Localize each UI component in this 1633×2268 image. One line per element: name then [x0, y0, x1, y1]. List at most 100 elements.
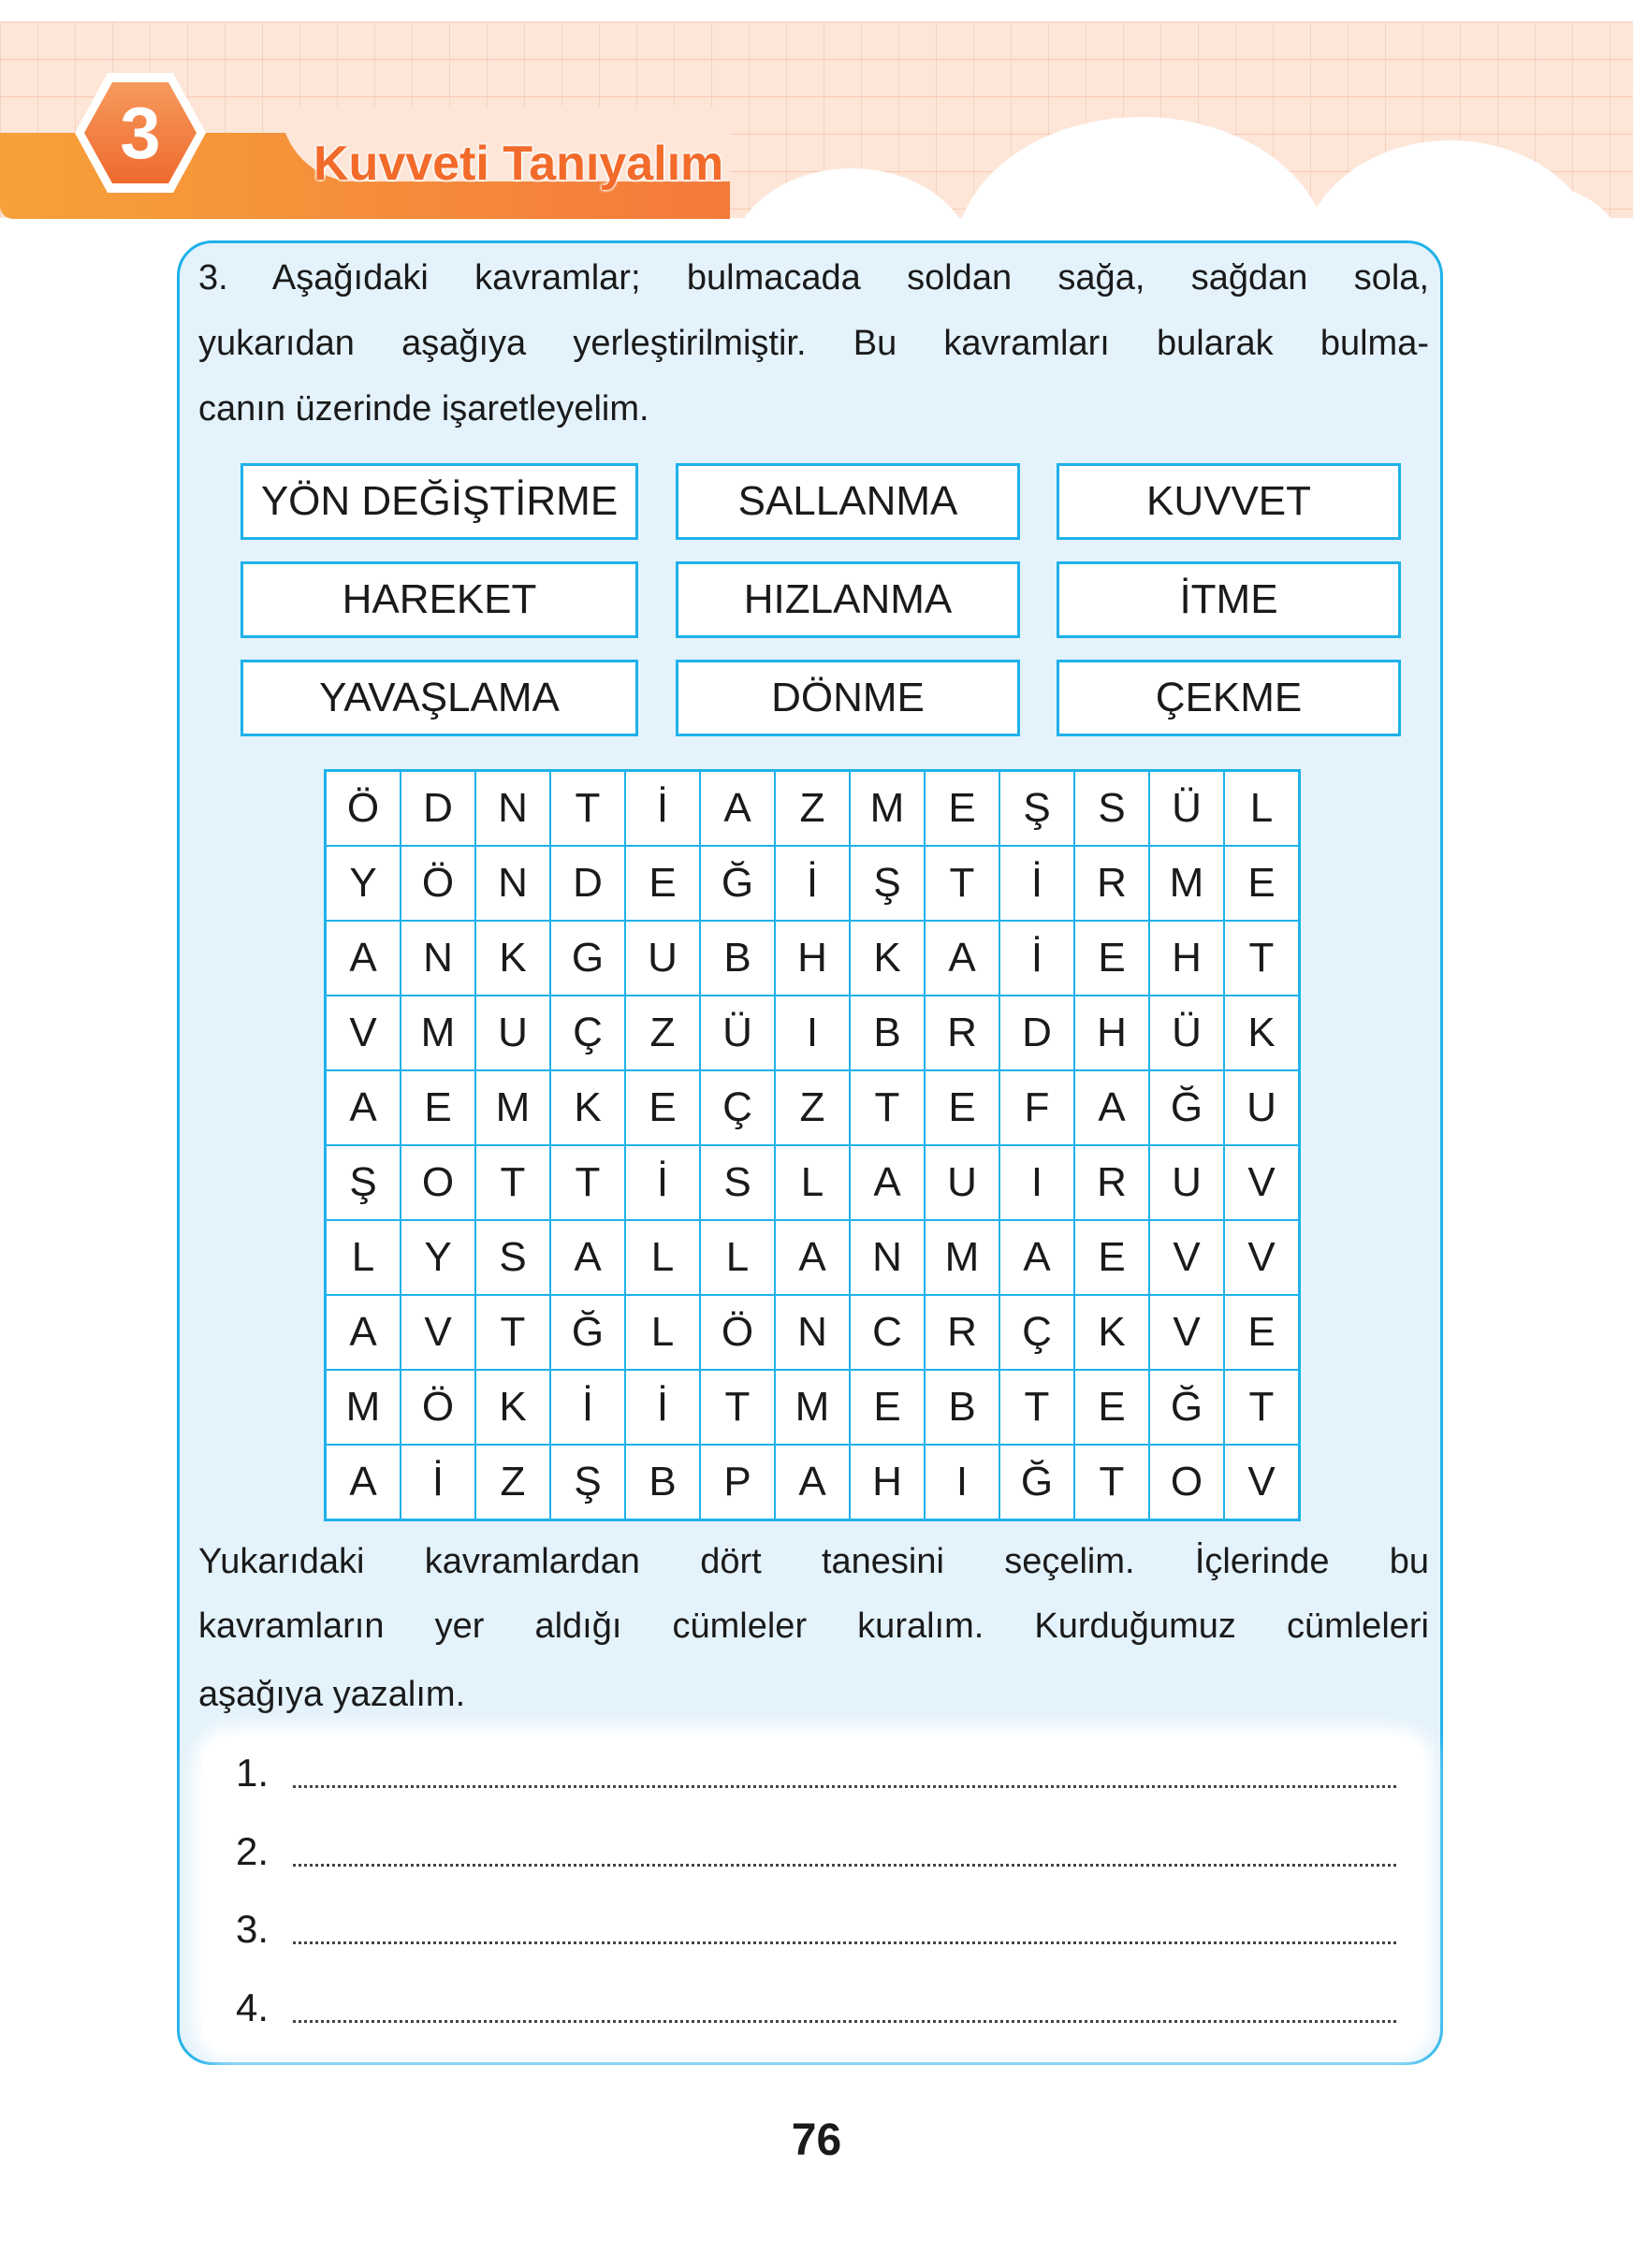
grid-cell[interactable]: E: [1224, 846, 1299, 921]
grid-cell[interactable]: I: [925, 1445, 999, 1519]
grid-cell[interactable]: M: [475, 1070, 550, 1145]
grid-cell[interactable]: H: [850, 1445, 925, 1519]
grid-cell[interactable]: İ: [775, 846, 850, 921]
grid-cell[interactable]: E: [1074, 1220, 1149, 1295]
grid-cell[interactable]: M: [326, 1370, 401, 1445]
grid-cell[interactable]: Ç: [700, 1070, 775, 1145]
grid-cell[interactable]: Ğ: [700, 846, 775, 921]
grid-cell[interactable]: L: [775, 1145, 850, 1220]
grid-cell[interactable]: K: [1224, 996, 1299, 1070]
grid-cell[interactable]: G: [550, 921, 625, 996]
grid-cell[interactable]: L: [700, 1220, 775, 1295]
grid-cell[interactable]: T: [475, 1295, 550, 1370]
grid-cell[interactable]: E: [1224, 1295, 1299, 1370]
grid-cell[interactable]: L: [625, 1220, 700, 1295]
grid-cell[interactable]: Ş: [850, 846, 925, 921]
grid-cell[interactable]: U: [1149, 1145, 1224, 1220]
grid-cell[interactable]: L: [326, 1220, 401, 1295]
grid-cell[interactable]: E: [1074, 921, 1149, 996]
grid-cell[interactable]: O: [401, 1145, 475, 1220]
grid-cell[interactable]: A: [550, 1220, 625, 1295]
grid-cell[interactable]: Ü: [1149, 996, 1224, 1070]
grid-cell[interactable]: E: [925, 771, 999, 846]
grid-cell[interactable]: F: [999, 1070, 1074, 1145]
grid-cell[interactable]: Ş: [999, 771, 1074, 846]
grid-cell[interactable]: Ü: [700, 996, 775, 1070]
grid-cell[interactable]: İ: [401, 1445, 475, 1519]
grid-cell[interactable]: M: [775, 1370, 850, 1445]
grid-cell[interactable]: T: [925, 846, 999, 921]
answer-line[interactable]: 4.: [236, 1985, 1396, 2030]
grid-cell[interactable]: N: [775, 1295, 850, 1370]
grid-cell[interactable]: E: [625, 846, 700, 921]
grid-cell[interactable]: İ: [625, 1370, 700, 1445]
grid-cell[interactable]: E: [1074, 1370, 1149, 1445]
grid-cell[interactable]: M: [1149, 846, 1224, 921]
grid-cell[interactable]: B: [625, 1445, 700, 1519]
grid-cell[interactable]: B: [850, 996, 925, 1070]
grid-cell[interactable]: T: [475, 1145, 550, 1220]
grid-cell[interactable]: K: [850, 921, 925, 996]
answer-line[interactable]: 1.: [236, 1751, 1396, 1796]
grid-cell[interactable]: V: [1149, 1220, 1224, 1295]
grid-cell[interactable]: I: [999, 1145, 1074, 1220]
grid-cell[interactable]: V: [326, 996, 401, 1070]
grid-cell[interactable]: R: [925, 1295, 999, 1370]
grid-cell[interactable]: B: [925, 1370, 999, 1445]
grid-cell[interactable]: Z: [475, 1445, 550, 1519]
grid-cell[interactable]: S: [700, 1145, 775, 1220]
grid-cell[interactable]: D: [401, 771, 475, 846]
answer-line[interactable]: 3.: [236, 1907, 1396, 1952]
grid-cell[interactable]: L: [1224, 771, 1299, 846]
grid-cell[interactable]: T: [1074, 1445, 1149, 1519]
grid-cell[interactable]: A: [925, 921, 999, 996]
grid-cell[interactable]: V: [1224, 1145, 1299, 1220]
grid-cell[interactable]: U: [925, 1145, 999, 1220]
grid-cell[interactable]: Ğ: [1149, 1070, 1224, 1145]
grid-cell[interactable]: A: [850, 1145, 925, 1220]
grid-cell[interactable]: Ü: [1149, 771, 1224, 846]
grid-cell[interactable]: R: [925, 996, 999, 1070]
grid-cell[interactable]: Z: [775, 771, 850, 846]
grid-cell[interactable]: I: [775, 996, 850, 1070]
grid-cell[interactable]: V: [401, 1295, 475, 1370]
grid-cell[interactable]: A: [775, 1220, 850, 1295]
grid-cell[interactable]: V: [1224, 1445, 1299, 1519]
grid-cell[interactable]: İ: [625, 771, 700, 846]
grid-cell[interactable]: Y: [401, 1220, 475, 1295]
grid-cell[interactable]: Ş: [550, 1445, 625, 1519]
grid-cell[interactable]: T: [550, 1145, 625, 1220]
grid-cell[interactable]: E: [850, 1370, 925, 1445]
grid-cell[interactable]: A: [999, 1220, 1074, 1295]
grid-cell[interactable]: Ş: [326, 1145, 401, 1220]
grid-cell[interactable]: K: [475, 1370, 550, 1445]
grid-cell[interactable]: V: [1149, 1295, 1224, 1370]
grid-cell[interactable]: U: [625, 921, 700, 996]
grid-cell[interactable]: Ğ: [999, 1445, 1074, 1519]
grid-cell[interactable]: K: [550, 1070, 625, 1145]
grid-cell[interactable]: Ç: [999, 1295, 1074, 1370]
grid-cell[interactable]: S: [1074, 771, 1149, 846]
grid-cell[interactable]: N: [475, 771, 550, 846]
grid-cell[interactable]: Ö: [401, 1370, 475, 1445]
grid-cell[interactable]: N: [401, 921, 475, 996]
grid-cell[interactable]: A: [326, 921, 401, 996]
grid-cell[interactable]: Ğ: [1149, 1370, 1224, 1445]
grid-cell[interactable]: H: [775, 921, 850, 996]
grid-cell[interactable]: Y: [326, 846, 401, 921]
grid-cell[interactable]: N: [850, 1220, 925, 1295]
grid-cell[interactable]: O: [1149, 1445, 1224, 1519]
grid-cell[interactable]: A: [700, 771, 775, 846]
grid-cell[interactable]: U: [1224, 1070, 1299, 1145]
grid-cell[interactable]: T: [999, 1370, 1074, 1445]
grid-cell[interactable]: A: [326, 1445, 401, 1519]
grid-cell[interactable]: D: [999, 996, 1074, 1070]
grid-cell[interactable]: E: [401, 1070, 475, 1145]
grid-cell[interactable]: K: [1074, 1295, 1149, 1370]
answer-line[interactable]: 2.: [236, 1829, 1396, 1874]
grid-cell[interactable]: N: [475, 846, 550, 921]
grid-cell[interactable]: U: [475, 996, 550, 1070]
grid-cell[interactable]: Ö: [326, 771, 401, 846]
grid-cell[interactable]: Ğ: [550, 1295, 625, 1370]
grid-cell[interactable]: T: [1224, 921, 1299, 996]
